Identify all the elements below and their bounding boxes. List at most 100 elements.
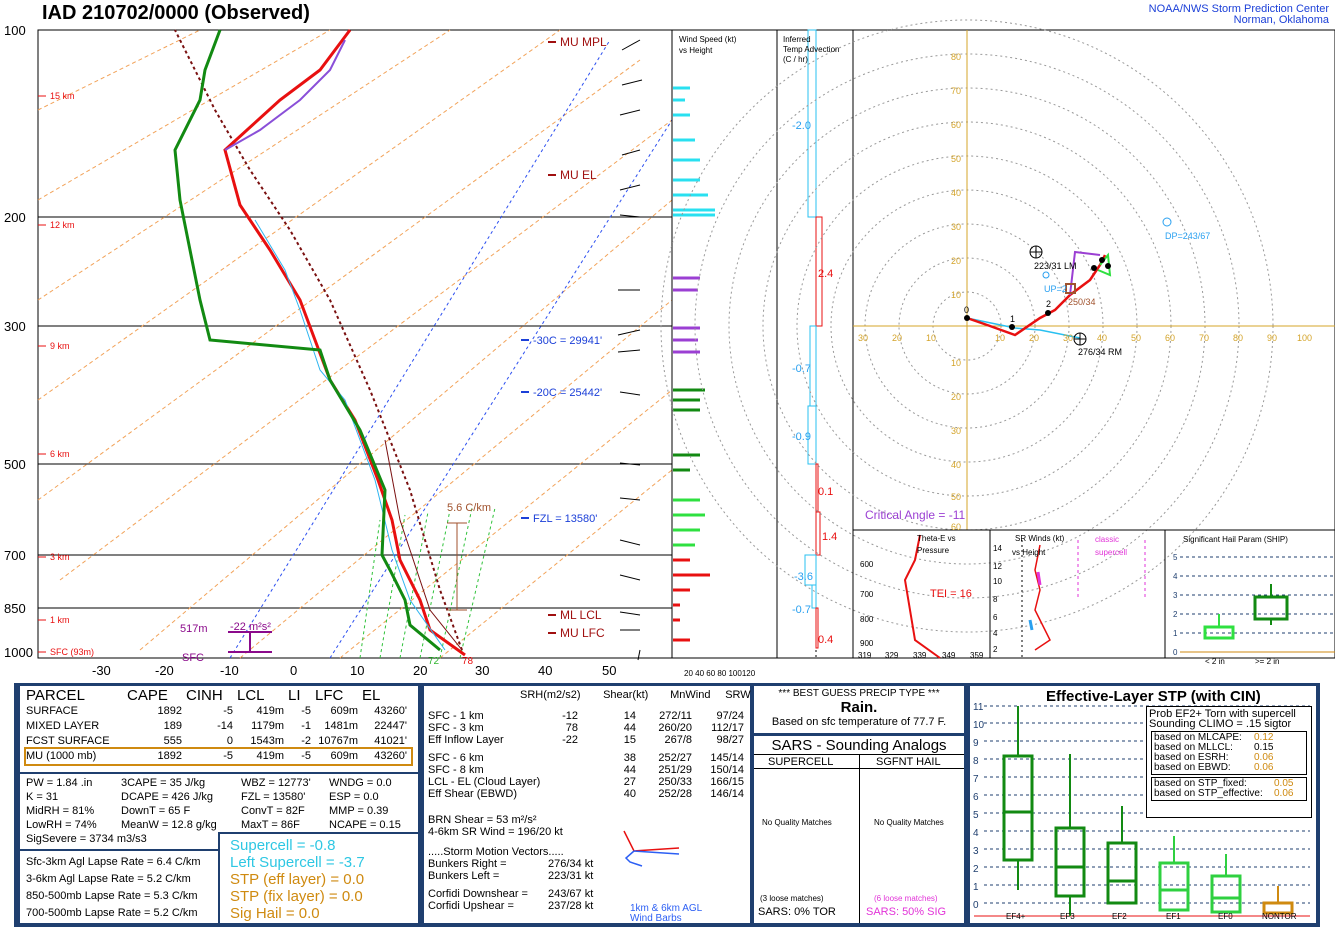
cell: 1179m (251, 720, 284, 732)
cell: MU (1000 mb) (26, 750, 97, 762)
cell: 40 (623, 788, 636, 800)
right-mover-label: 276/34 RM (1078, 347, 1122, 357)
based-value: 0.06 (1254, 752, 1274, 763)
sigsevere: SigSevere = 3734 m3/s3 (26, 833, 147, 845)
table-row: FCST SURFACE 555 0 1543m -2 10767m 41021' (26, 734, 411, 749)
hodo-y: 30 (951, 222, 961, 232)
srw-h: 10 (993, 577, 1002, 586)
wind-panel-title: Wind Speed (kt) (679, 35, 737, 44)
theta-title-1: Theta-E vs (917, 534, 956, 543)
cell: 78 (565, 722, 578, 734)
cell: 1892 (157, 750, 182, 762)
cell: Eff Shear (EBWD) (428, 788, 518, 800)
corfidi-up-label: Corfidi Upshear = (428, 900, 514, 912)
storm-motion-title: .....Storm Motion Vectors..... (428, 846, 564, 858)
adv-value: -0.9 (792, 431, 811, 443)
eff-inflow-height: 517m (180, 623, 208, 635)
stp-probability-box: Prob EF2+ Torn with supercell Sounding C… (1146, 706, 1312, 818)
h-15km: 15 km (50, 91, 75, 101)
hodo-x: 30 (858, 333, 868, 343)
p-500: 500 (4, 457, 26, 472)
lapse-rate: Sfc-3km Agl Lapse Rate = 6.4 C/km (26, 856, 201, 868)
stp-prob-2: Sounding CLIMO = .15 sigtor (1149, 718, 1292, 730)
hodo-x: 20 (1029, 333, 1039, 343)
hodo-y: 30 (951, 426, 961, 436)
srw-h: 14 (993, 544, 1002, 553)
skewt-panel (37, 29, 673, 661)
cell: 1481m (324, 720, 358, 732)
based-value: 0.05 (1274, 778, 1294, 789)
cell: 10767m (318, 735, 358, 747)
index: MeanW = 12.8 g/kg (121, 819, 217, 831)
adv-value: 0.4 (818, 634, 833, 646)
adv-value: -0.7 (792, 363, 811, 375)
hodo-x: 10 (926, 333, 936, 343)
brn-shear: BRN Shear = 53 m²/s² (428, 814, 537, 826)
height-labels: 15 km 12 km 9 km 6 km 3 km 1 km SFC (93m… (50, 91, 94, 657)
cell: SFC - 1 km (428, 710, 484, 722)
sars-no-match-1: No Quality Matches (762, 818, 832, 827)
srw-h: 8 (993, 595, 998, 604)
hodo-point-0: 0 (964, 305, 969, 315)
stp-x: EF0 (1218, 912, 1233, 921)
theta-x: 339 (913, 651, 927, 660)
based-value: 0.06 (1254, 762, 1274, 773)
corfidi-down-label: Corfidi Downshear = (428, 888, 528, 900)
p-1000: 1000 (4, 645, 33, 660)
stp-panel: Effective-Layer STP (with CIN) (970, 686, 1316, 923)
temp-axis-labels: -30 -20 -10 0 10 20 30 40 50 (92, 663, 616, 678)
kinematics-panel: SRH(m2/s2) Shear(kt) MnWind SRW SFC - 1 … (424, 686, 751, 924)
table-row-selected[interactable]: MU (1000 mb) 1892 -5 419m -5 609m 43260' (24, 747, 413, 766)
sars-no-match-2: No Quality Matches (874, 818, 944, 827)
table-row: SFC - 1 km -12 14 272/11 97/24 (428, 710, 744, 722)
cell: -5 (301, 705, 311, 717)
hodo-point-2: 2 (1046, 299, 1051, 309)
t-label: 20 (413, 663, 427, 678)
cell: 260/20 (658, 722, 692, 734)
col-header: CAPE (127, 687, 168, 704)
wind-panel-scale: 20 40 60 80 100120 (684, 669, 756, 678)
t-label: 10 (350, 663, 364, 678)
stp-y: 3 (973, 846, 979, 857)
upshear-label: UP=2 (1044, 284, 1067, 294)
hodo-y: 40 (951, 188, 961, 198)
org-line-2: Norman, Oklahoma (1233, 14, 1329, 26)
adv-value: 2.4 (818, 268, 833, 280)
theta-p: 800 (860, 615, 874, 624)
cell: 252/28 (658, 788, 692, 800)
sars-hail-col: SGFNT HAIL (876, 756, 941, 768)
eff-srh-label: -22 m²s² (230, 621, 271, 633)
hodo-y: 10 (951, 358, 961, 368)
corfidi-down-value: 243/67 kt (548, 888, 594, 900)
p-100: 100 (4, 23, 26, 38)
sfc-temperature: 78 (462, 656, 474, 667)
hodograph-panel (660, 19, 1335, 633)
stp-y: 5 (973, 810, 979, 821)
left-mover-label: 223/31 LM (1034, 261, 1077, 271)
t-label: -20 (155, 663, 174, 678)
col-header: Shear(kt) (603, 689, 649, 701)
hodo-x: 10 (995, 333, 1005, 343)
t-label: -30 (92, 663, 111, 678)
corfidi-up-value: 237/28 kt (548, 900, 594, 912)
precip-type: Rain. (840, 699, 878, 716)
cell: 555 (163, 735, 182, 747)
cell: 0 (226, 735, 233, 747)
index: MidRH = 81% (26, 805, 95, 817)
based-value: 0.06 (1274, 788, 1294, 799)
level-annotations: -30C = 29941' -20C = 25442' FZL = 13580' (533, 335, 602, 525)
theta-x: 329 (885, 651, 899, 660)
advection-title-3: (C / hr) (783, 55, 808, 64)
based-label: based on STP_effective: (1154, 788, 1263, 799)
hodo-y: 10 (951, 290, 961, 300)
ship-panel (1164, 529, 1335, 659)
based-label: based on ESRH: (1154, 752, 1229, 763)
cell: -1 (301, 720, 311, 732)
cell: 14 (623, 710, 636, 722)
hodo-x: 50 (1131, 333, 1141, 343)
mu-el-label: MU EL (560, 168, 597, 182)
col-header: EL (362, 687, 381, 704)
org-line-1: NOAA/NWS Storm Prediction Center (1148, 3, 1329, 15)
cell: -14 (217, 720, 233, 732)
